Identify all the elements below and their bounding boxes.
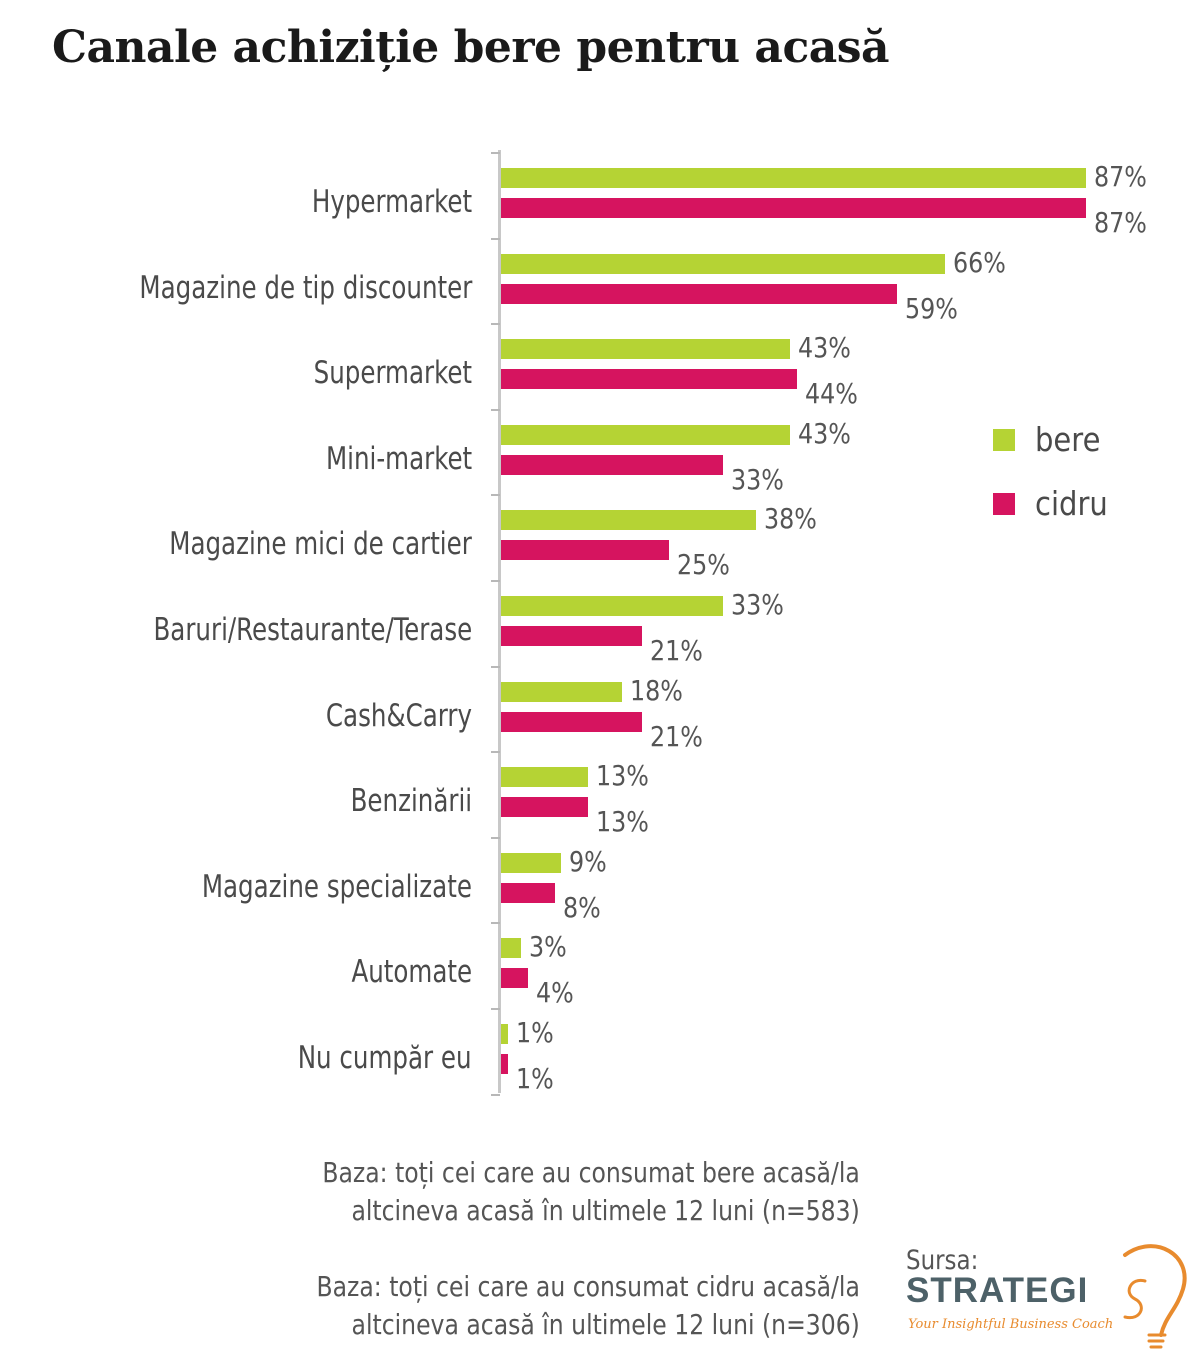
footnote-cidru-base: Baza: toți cei care au consumat cidru ac… (317, 1268, 860, 1344)
bar-cidru (501, 283, 898, 304)
axis-tick (491, 1008, 500, 1010)
category-label: Magazine specializate (201, 868, 472, 905)
bar-bere (501, 681, 622, 702)
value-label-cidru: 44% (804, 377, 858, 411)
source-label: Sursa: (906, 1245, 979, 1276)
value-label-cidru: 8% (562, 890, 601, 924)
value-label-cidru: 21% (650, 719, 704, 753)
category-label: Cash&Carry (325, 697, 472, 734)
bar-cidru (501, 711, 643, 732)
legend-item-cidru: cidru (993, 484, 1118, 523)
value-label-cidru: 1% (515, 1062, 554, 1095)
bar-cidru (501, 626, 643, 646)
bar-bere (501, 938, 522, 959)
category-label: Mini-market (325, 440, 472, 477)
footnote-bere-line2: altcineva acasă în ultimele 12 luni (n=5… (351, 1194, 860, 1227)
axis-tick (491, 237, 500, 240)
value-label-bere: 1% (515, 1016, 554, 1049)
legend-label-bere: bere (1035, 420, 1101, 459)
source-logo: Sursa: STRATEGI Your Insightful Business… (900, 1244, 1200, 1371)
value-label-bere: 33% (730, 588, 784, 621)
legend-item-bere: bere (993, 420, 1109, 459)
value-label-cidru: 33% (730, 462, 784, 496)
bar-cidru (501, 968, 528, 989)
value-label-cidru: 59% (905, 291, 959, 325)
bar-bere (501, 168, 1086, 188)
value-label-bere: 13% (596, 759, 650, 793)
category-label: Automate (351, 954, 472, 991)
axis-tick (491, 665, 500, 668)
footnote-bere-line1: Baza: toți cei care au consumat bere aca… (322, 1156, 860, 1189)
value-label-cidru: 13% (596, 805, 650, 839)
lightbulb-logo-icon (1123, 1244, 1187, 1349)
category-label: Benzinării (350, 783, 472, 820)
value-label-bere: 43% (797, 331, 851, 365)
value-label-bere: 38% (764, 502, 818, 536)
axis-tick (491, 751, 500, 754)
footnote-cidru-line2: altcineva acasă în ultimele 12 luni (n=3… (351, 1308, 860, 1341)
bar-bere (501, 596, 723, 616)
value-label-bere: 18% (629, 673, 683, 707)
value-label-bere: 87% (1093, 160, 1147, 193)
value-label-cidru: 87% (1093, 206, 1147, 239)
category-label: Baruri/Restaurante/Terase (153, 612, 472, 648)
axis-tick (491, 580, 500, 582)
bar-bere (501, 852, 562, 873)
legend-swatch-cidru-icon (993, 492, 1015, 515)
bar-cidru (501, 882, 555, 903)
value-label-bere: 3% (529, 930, 567, 964)
bar-bere (501, 424, 790, 445)
category-label: Nu cumpăr eu (298, 1040, 472, 1076)
category-label: Supermarket (313, 355, 472, 392)
bar-cidru (501, 454, 723, 475)
bar-chart-plot: Hypermarket 87% 87% Magazine de tip discoun… (139, 150, 1147, 1096)
axis-tick (491, 836, 500, 839)
category-label: Hypermarket (311, 184, 472, 220)
value-label-bere: 66% (952, 245, 1006, 279)
value-label-bere: 9% (569, 844, 608, 878)
axis-tick (491, 1093, 500, 1096)
bar-cidru (501, 797, 589, 818)
bar-cidru (501, 540, 669, 561)
axis-tick (491, 494, 500, 497)
bar-cidru (501, 198, 1086, 218)
bar-cidru (501, 369, 797, 390)
value-label-cidru: 25% (677, 548, 730, 582)
category-label: Magazine de tip discounter (139, 269, 472, 306)
axis-tick (491, 323, 500, 326)
footnote-bere-base: Baza: toți cei care au consumat bere aca… (323, 1154, 860, 1230)
value-label-bere: 43% (797, 416, 851, 450)
bar-bere (501, 339, 790, 360)
source-brand: STRATEGI (906, 1271, 1089, 1310)
source-tagline: Your Insightful Business Coach (908, 1317, 1114, 1332)
bar-bere (501, 1024, 508, 1044)
value-label-cidru: 21% (650, 634, 704, 667)
axis-tick (491, 922, 500, 925)
axis-tick (491, 408, 500, 411)
bar-bere (501, 253, 945, 274)
bar-bere (501, 510, 757, 531)
legend-label-cidru: cidru (1035, 484, 1108, 523)
category-label: Magazine mici de cartier (169, 526, 472, 563)
bar-cidru (501, 1054, 508, 1074)
chart-title: Canale achiziție bere pentru acasă (52, 22, 890, 73)
legend-swatch-bere-icon (993, 428, 1015, 451)
bar-bere (501, 767, 589, 788)
footnote-cidru-line1: Baza: toți cei care au consumat cidru ac… (316, 1270, 860, 1303)
category-axis-line (498, 150, 501, 1093)
value-label-cidru: 4% (535, 976, 574, 1010)
axis-tick (491, 152, 500, 154)
